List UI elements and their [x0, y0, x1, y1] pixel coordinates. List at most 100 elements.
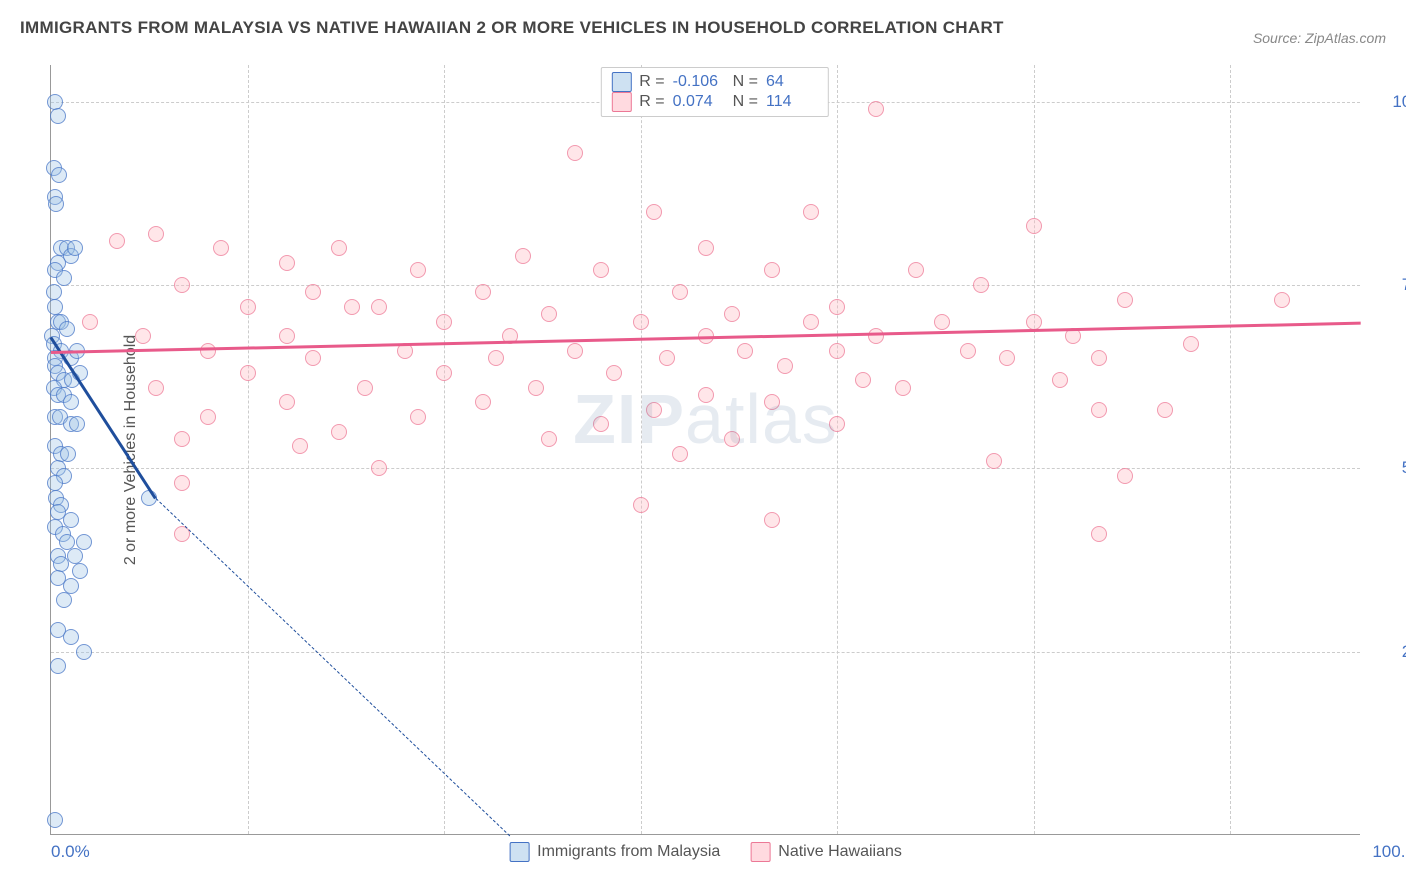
point-pink [292, 438, 308, 454]
point-pink [986, 453, 1002, 469]
point-pink [148, 226, 164, 242]
point-pink [279, 394, 295, 410]
point-pink [633, 497, 649, 513]
point-pink [803, 204, 819, 220]
r-value-blue: -0.106 [673, 73, 725, 91]
point-pink [1026, 218, 1042, 234]
r-value-pink: 0.074 [673, 93, 725, 111]
bottom-legend: Immigrants from Malaysia Native Hawaiian… [509, 842, 902, 862]
point-blue [53, 556, 69, 572]
point-pink [82, 314, 98, 330]
point-pink [960, 343, 976, 359]
legend-row-blue: R = -0.106 N = 64 [611, 72, 818, 92]
point-pink [672, 284, 688, 300]
legend-row-pink: R = 0.074 N = 114 [611, 92, 818, 112]
y-tick-label: 75.0% [1370, 275, 1406, 295]
y-tick-label: 25.0% [1370, 642, 1406, 662]
plot-area: 2 or more Vehicles in Household R = -0.1… [50, 65, 1360, 835]
point-pink [764, 394, 780, 410]
point-pink [868, 101, 884, 117]
swatch-blue [509, 842, 529, 862]
point-pink [1091, 526, 1107, 542]
n-value-pink: 114 [766, 93, 818, 111]
point-blue [46, 284, 62, 300]
n-label: N = [733, 73, 758, 91]
point-blue [63, 629, 79, 645]
point-pink [1052, 372, 1068, 388]
point-pink [1183, 336, 1199, 352]
point-pink [659, 350, 675, 366]
point-pink [174, 431, 190, 447]
point-pink [698, 387, 714, 403]
point-pink [475, 284, 491, 300]
gridline-v [837, 65, 838, 834]
point-blue [47, 475, 63, 491]
point-pink [829, 416, 845, 432]
point-pink [410, 262, 426, 278]
point-blue [67, 240, 83, 256]
point-pink [174, 475, 190, 491]
gridline-v [444, 65, 445, 834]
point-blue [59, 534, 75, 550]
point-pink [1157, 402, 1173, 418]
point-pink [764, 262, 780, 278]
trend-dash [155, 498, 509, 836]
point-pink [803, 314, 819, 330]
r-label: R = [639, 93, 664, 111]
point-pink [646, 402, 662, 418]
point-pink [855, 372, 871, 388]
point-blue [60, 446, 76, 462]
point-pink [515, 248, 531, 264]
point-pink [724, 306, 740, 322]
point-blue [48, 196, 64, 212]
point-blue [72, 563, 88, 579]
series-name-pink: Native Hawaiians [778, 843, 902, 861]
point-blue [50, 108, 66, 124]
point-pink [541, 306, 557, 322]
point-blue [69, 416, 85, 432]
point-pink [436, 365, 452, 381]
point-pink [148, 380, 164, 396]
point-pink [279, 255, 295, 271]
point-pink [698, 240, 714, 256]
point-pink [488, 350, 504, 366]
point-pink [344, 299, 360, 315]
point-pink [200, 409, 216, 425]
point-pink [305, 350, 321, 366]
stats-legend: R = -0.106 N = 64 R = 0.074 N = 114 [600, 67, 829, 117]
point-pink [305, 284, 321, 300]
point-pink [475, 394, 491, 410]
point-pink [1091, 350, 1107, 366]
point-pink [371, 460, 387, 476]
point-pink [606, 365, 622, 381]
point-pink [593, 262, 609, 278]
point-blue [63, 512, 79, 528]
point-pink [567, 145, 583, 161]
point-blue [59, 321, 75, 337]
point-pink [934, 314, 950, 330]
gridline-v [248, 65, 249, 834]
gridline-v [1230, 65, 1231, 834]
point-pink [777, 358, 793, 374]
point-blue [47, 94, 63, 110]
point-pink [200, 343, 216, 359]
point-pink [868, 328, 884, 344]
x-tick-left: 0.0% [51, 842, 90, 862]
point-pink [724, 431, 740, 447]
point-pink [357, 380, 373, 396]
point-pink [1117, 468, 1133, 484]
point-pink [973, 277, 989, 293]
point-blue [76, 644, 92, 660]
point-pink [331, 240, 347, 256]
point-blue [76, 534, 92, 550]
legend-item-pink: Native Hawaiians [750, 842, 902, 862]
point-pink [895, 380, 911, 396]
point-pink [331, 424, 347, 440]
swatch-pink [611, 92, 631, 112]
legend-item-blue: Immigrants from Malaysia [509, 842, 720, 862]
n-label: N = [733, 93, 758, 111]
point-blue [50, 658, 66, 674]
point-blue [51, 167, 67, 183]
point-pink [567, 343, 583, 359]
point-pink [1091, 402, 1107, 418]
